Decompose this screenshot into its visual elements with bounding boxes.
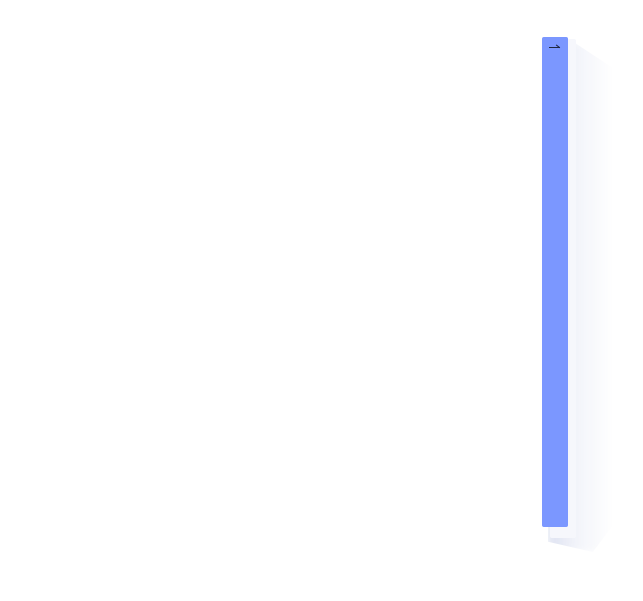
expand-panel-button[interactable] [542,37,568,59]
arrow-right-icon [549,42,561,50]
collapsed-side-panel[interactable] [542,37,568,527]
